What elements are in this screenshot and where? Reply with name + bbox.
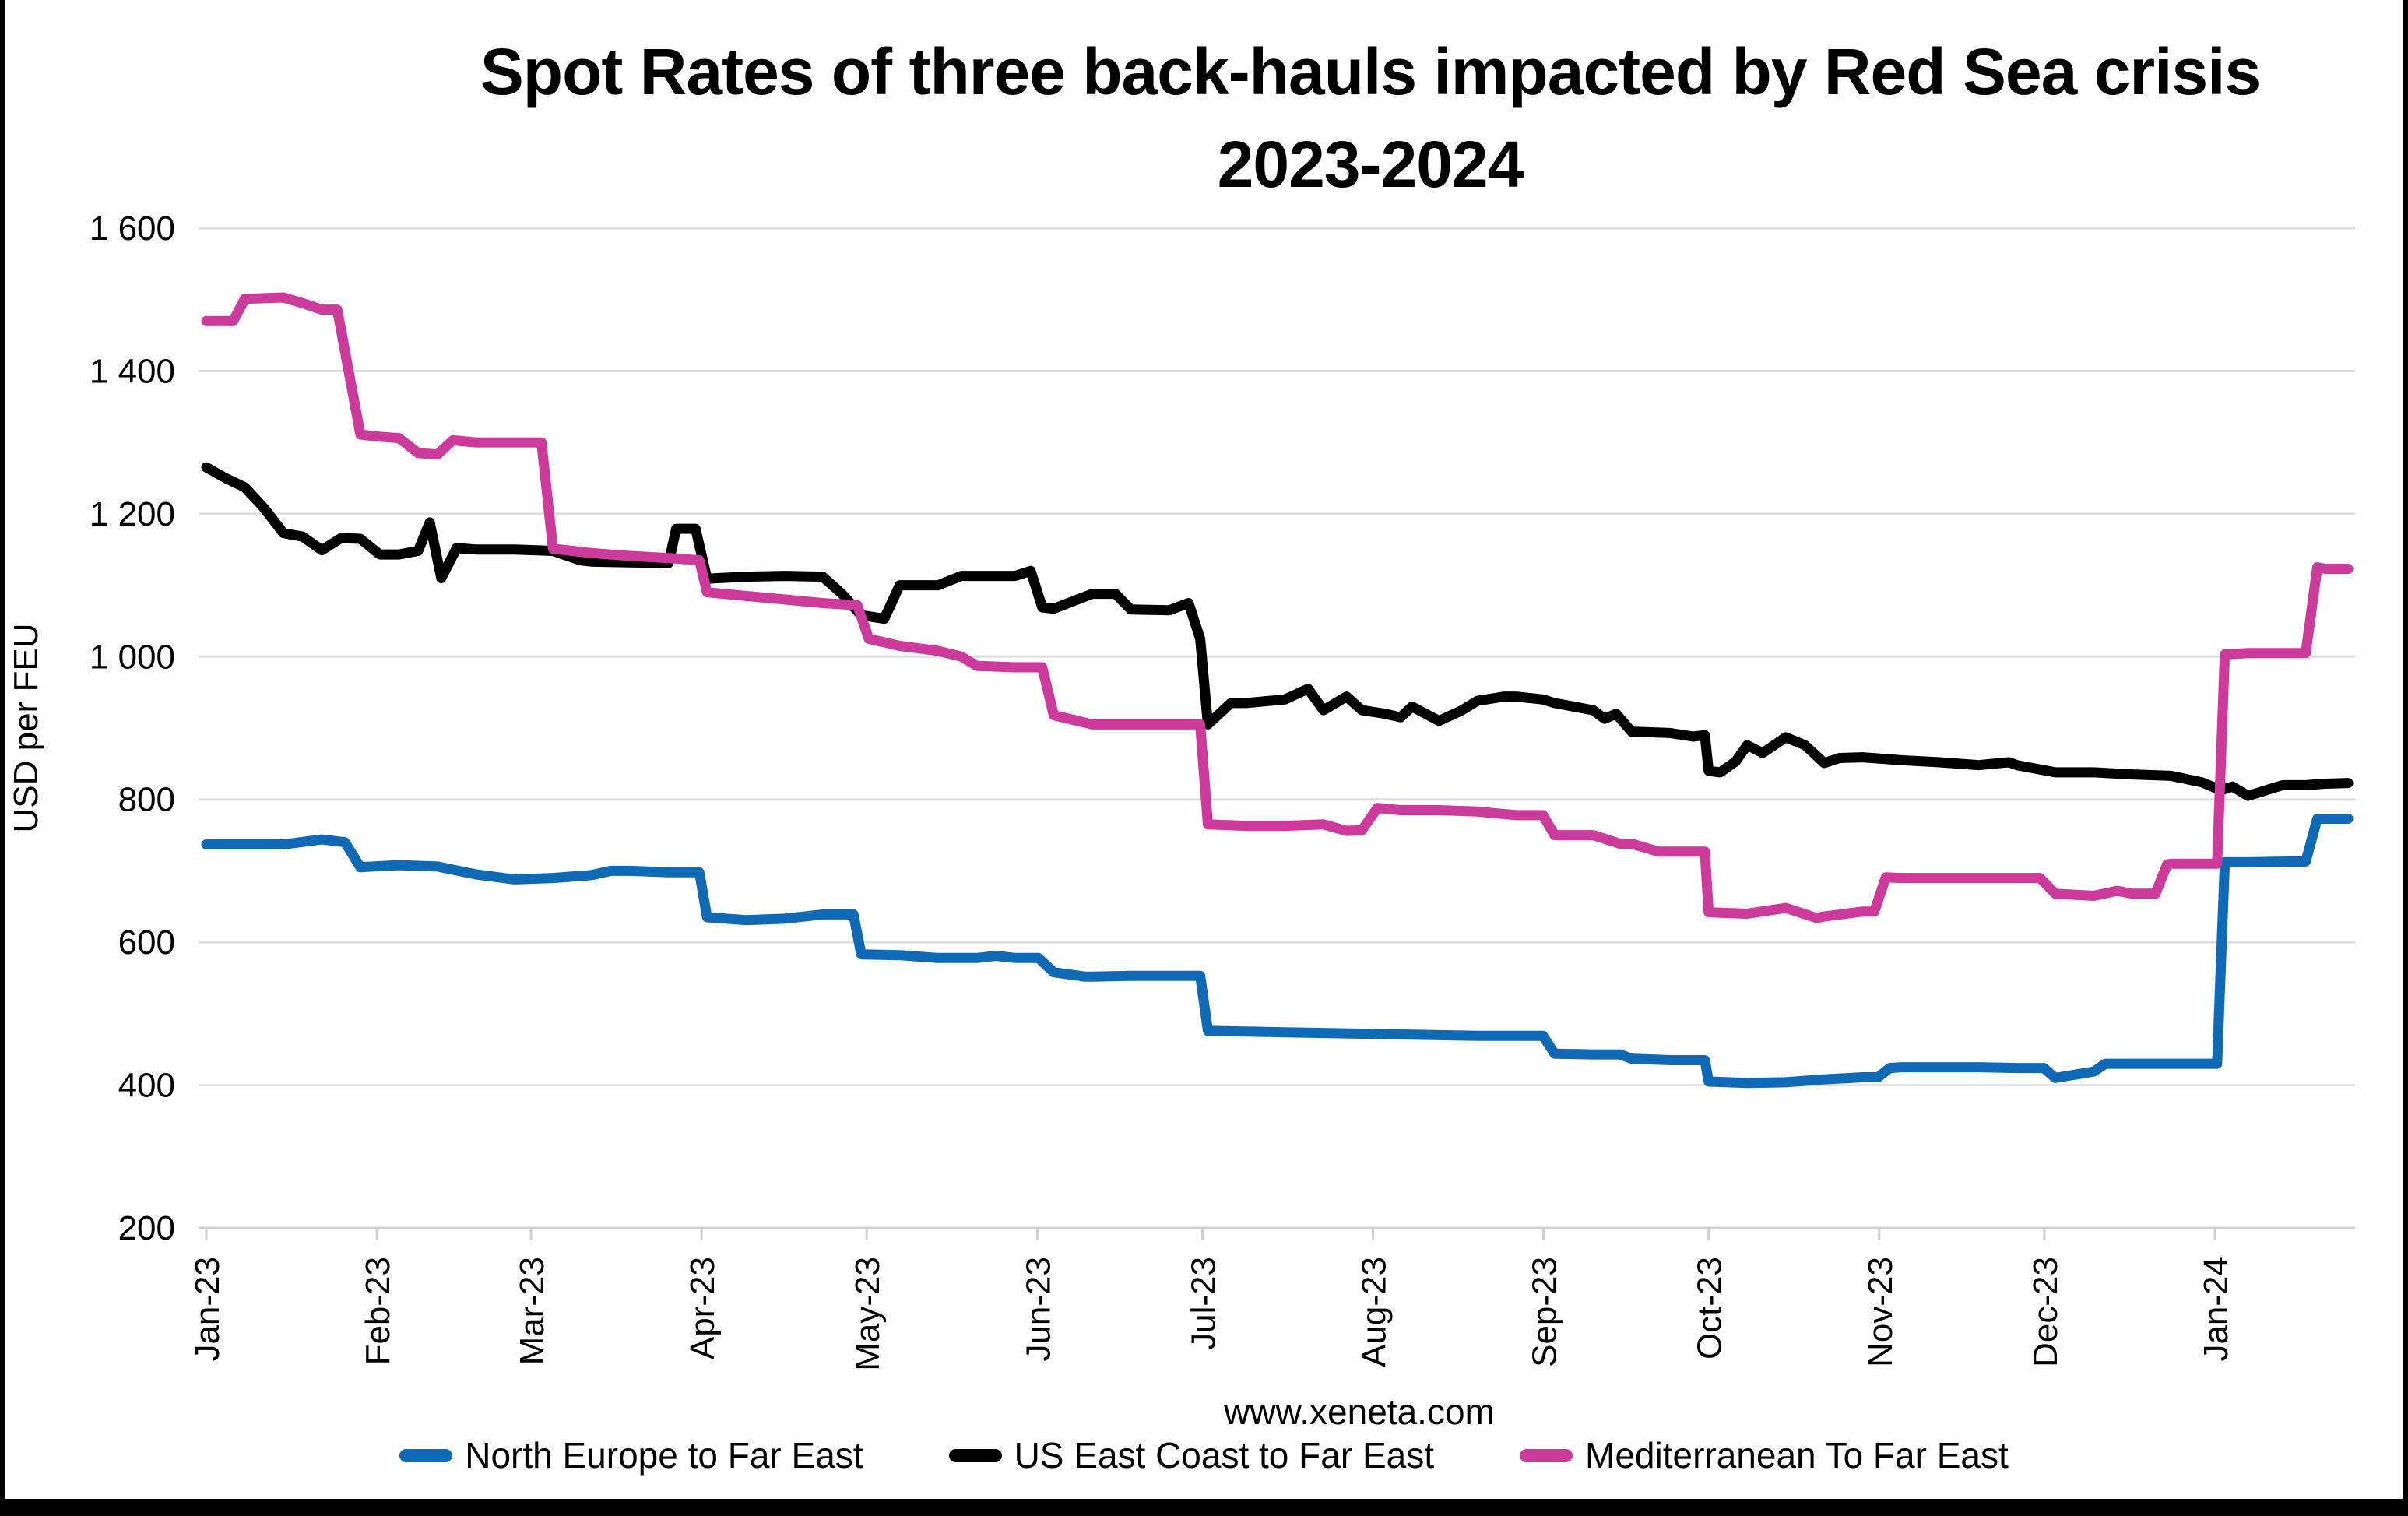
legend-item-mediterranean: Mediterranean To Far East: [1520, 1434, 2009, 1476]
x-tick-label-Nov-23: Nov-23: [1861, 1257, 1900, 1367]
x-tick-label-Feb-23: Feb-23: [359, 1257, 397, 1365]
x-tick-label-Mar-23: Mar-23: [513, 1257, 551, 1365]
chart-title-line2: 2023-2024: [1217, 128, 1524, 201]
x-tick-label-May-23: May-23: [849, 1257, 887, 1371]
y-tick-label-1600: 1 600: [90, 209, 175, 248]
chart-title: Spot Rates of three back-hauls impacted …: [480, 34, 2261, 202]
legend-item-us-east-coast: US East Coast to Far East: [948, 1434, 1434, 1476]
x-tick-label-Apr-23: Apr-23: [684, 1257, 722, 1359]
y-tick-label-1200: 1 200: [90, 495, 175, 533]
website-link[interactable]: www.xeneta.com: [1224, 1391, 1495, 1432]
legend-label-north-europe: North Europe to Far East: [465, 1435, 863, 1476]
x-tick-label-Jan-23: Jan-23: [188, 1257, 227, 1362]
y-tick-label-1400: 1 400: [90, 352, 175, 390]
chart-legend: North Europe to Far East US East Coast t…: [0, 1434, 2408, 1476]
legend-label-mediterranean: Mediterranean To Far East: [1585, 1435, 2009, 1476]
y-tick-label-400: 400: [118, 1067, 175, 1105]
x-tick-label-Oct-23: Oct-23: [1691, 1257, 1729, 1359]
legend-swatch-us-east-coast: [948, 1448, 1002, 1462]
series-line-2: [201, 292, 2354, 923]
series-line-1: [201, 462, 2354, 801]
y-tick-label-800: 800: [118, 781, 175, 819]
chart-title-line1: Spot Rates of three back-hauls impacted …: [480, 35, 2261, 108]
legend-label-us-east-coast: US East Coast to Far East: [1014, 1435, 1434, 1476]
x-tick-label-Sep-23: Sep-23: [1526, 1257, 1564, 1367]
y-axis-title: USD per FEU: [7, 624, 45, 833]
y-tick-label-1000: 1 000: [90, 638, 175, 676]
y-tick-label-600: 600: [118, 923, 175, 962]
x-tick-label-Jun-23: Jun-23: [1019, 1257, 1057, 1362]
legend-swatch-mediterranean: [1520, 1448, 1573, 1462]
legend-swatch-north-europe: [399, 1448, 453, 1462]
legend-item-north-europe: North Europe to Far East: [399, 1434, 863, 1476]
x-tick-label-Jul-23: Jul-23: [1184, 1257, 1222, 1350]
series-line-0: [201, 814, 2354, 1089]
y-tick-label-200: 200: [118, 1209, 175, 1247]
x-tick-label-Aug-23: Aug-23: [1355, 1257, 1394, 1367]
x-tick-label-Jan-24: Jan-24: [2197, 1257, 2235, 1362]
x-tick-label-Dec-23: Dec-23: [2027, 1257, 2065, 1367]
